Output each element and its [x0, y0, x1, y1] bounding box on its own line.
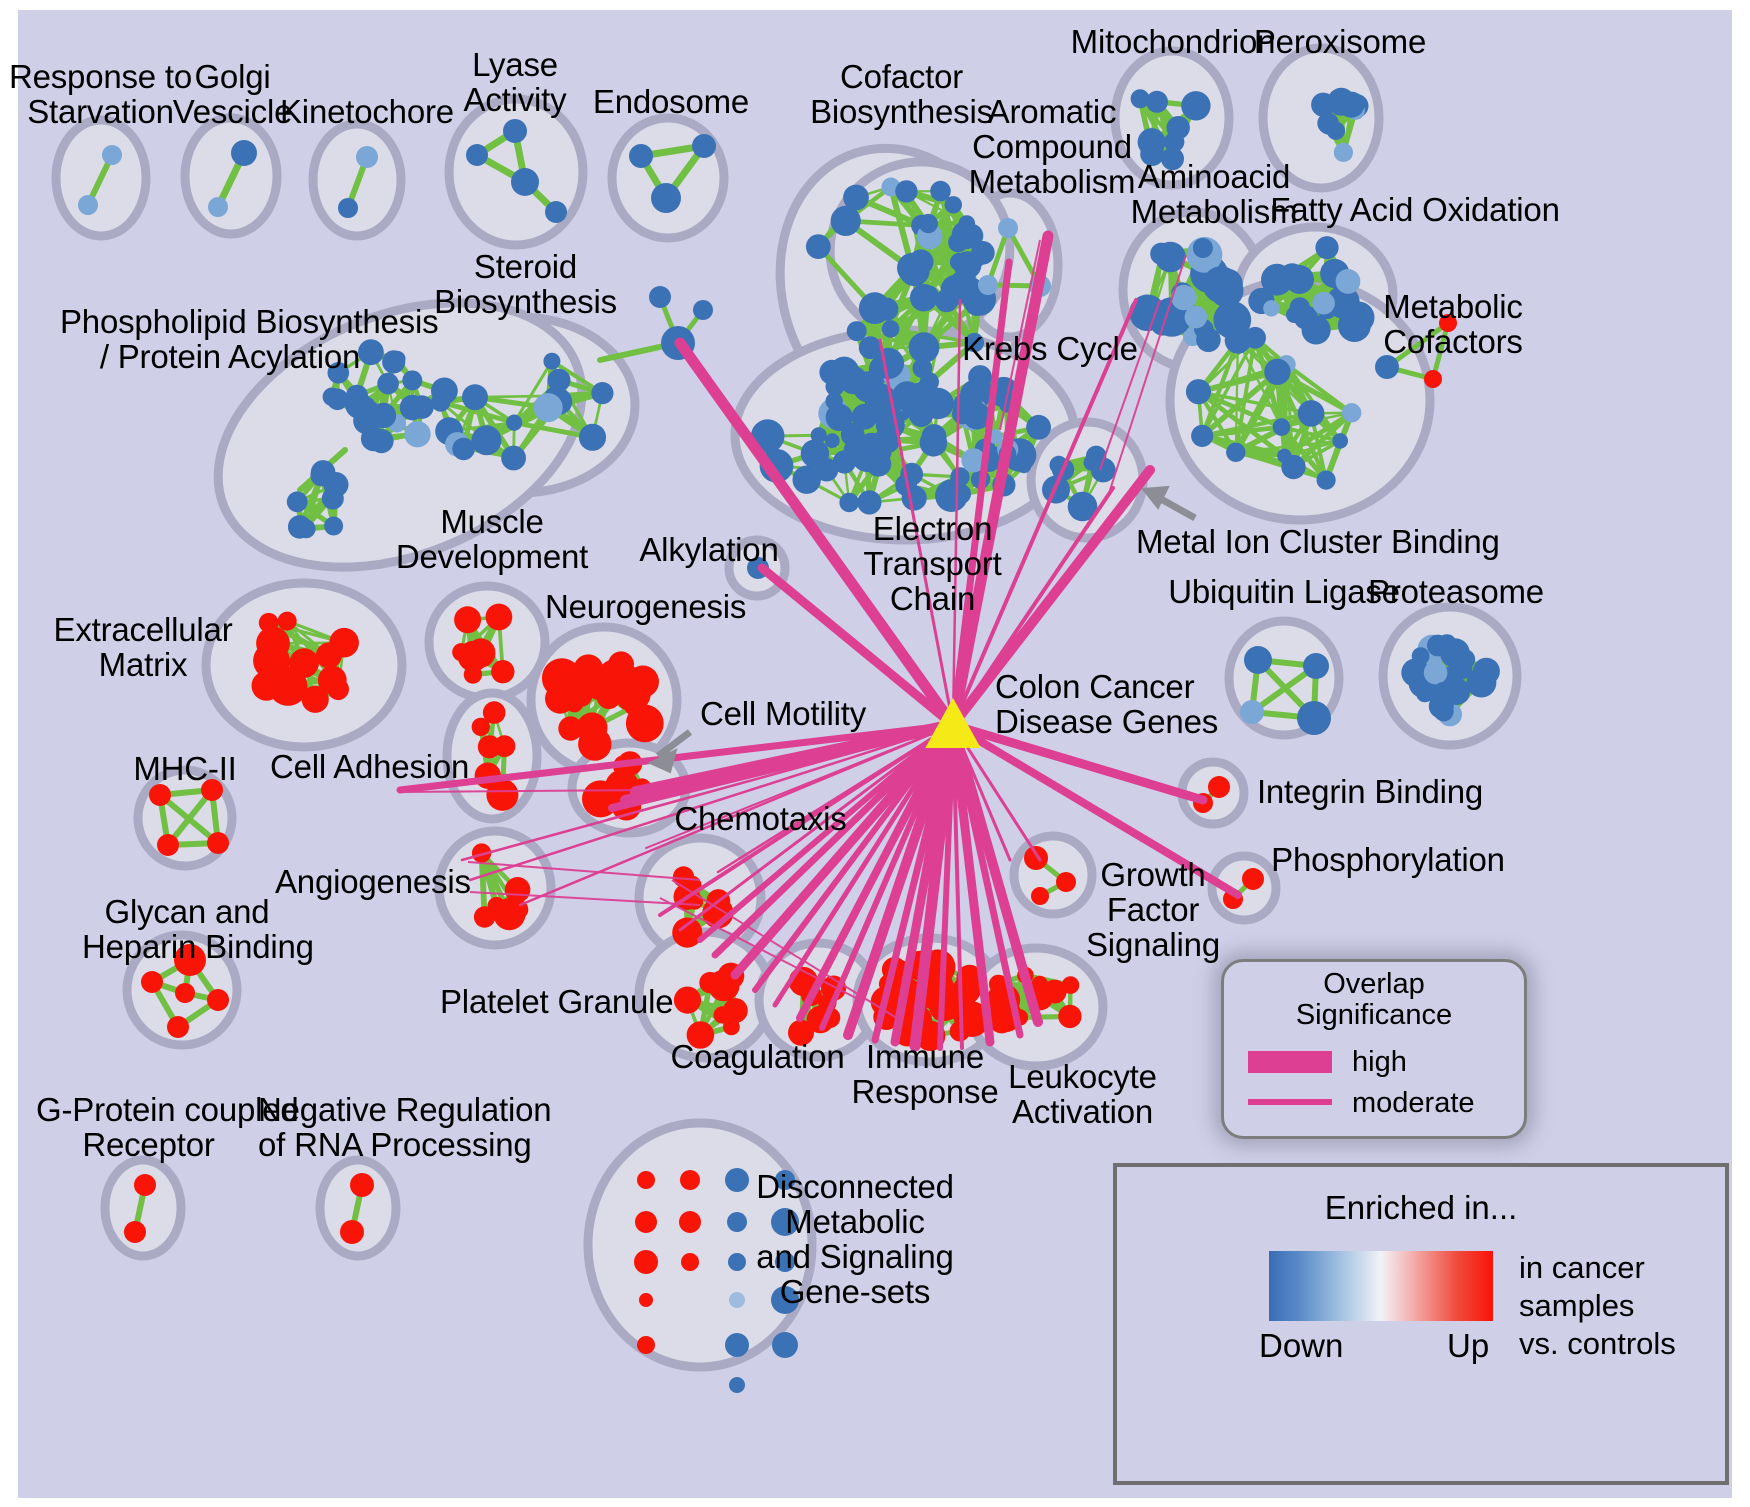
legend-enriched-in: Enriched in... Down Up in cancer samples… — [1113, 1163, 1729, 1485]
colon-cancer-hub-triangle[interactable] — [925, 697, 981, 748]
legend-overlap-significance: Overlap Significance high moderate — [1221, 959, 1527, 1139]
legend-swatch-moderate — [1248, 1099, 1332, 1105]
legend-label-up: Up — [1447, 1327, 1490, 1364]
legend-enriched-title: Enriched in... — [1324, 1189, 1518, 1226]
metal-ion-arrow — [1141, 485, 1197, 522]
hull-growth-factor-signaling — [1009, 831, 1097, 919]
legend-label-down: Down — [1259, 1327, 1344, 1364]
legend-overlap-title: Overlap Significance — [1295, 968, 1453, 1032]
legend-label-moderate: moderate — [1352, 1087, 1475, 1119]
hull-disconnected — [583, 1118, 817, 1372]
inter-cluster-pink-edges — [397, 239, 1187, 1021]
annotation-arrows — [647, 485, 1197, 774]
legend-label-comparison: in cancer samples vs. controls — [1519, 1250, 1676, 1361]
legend-label-high: high — [1352, 1046, 1407, 1078]
enrichment-color-gradient — [1269, 1251, 1493, 1321]
legend-swatch-high — [1248, 1051, 1332, 1073]
cell-motility-arrow — [647, 729, 693, 774]
